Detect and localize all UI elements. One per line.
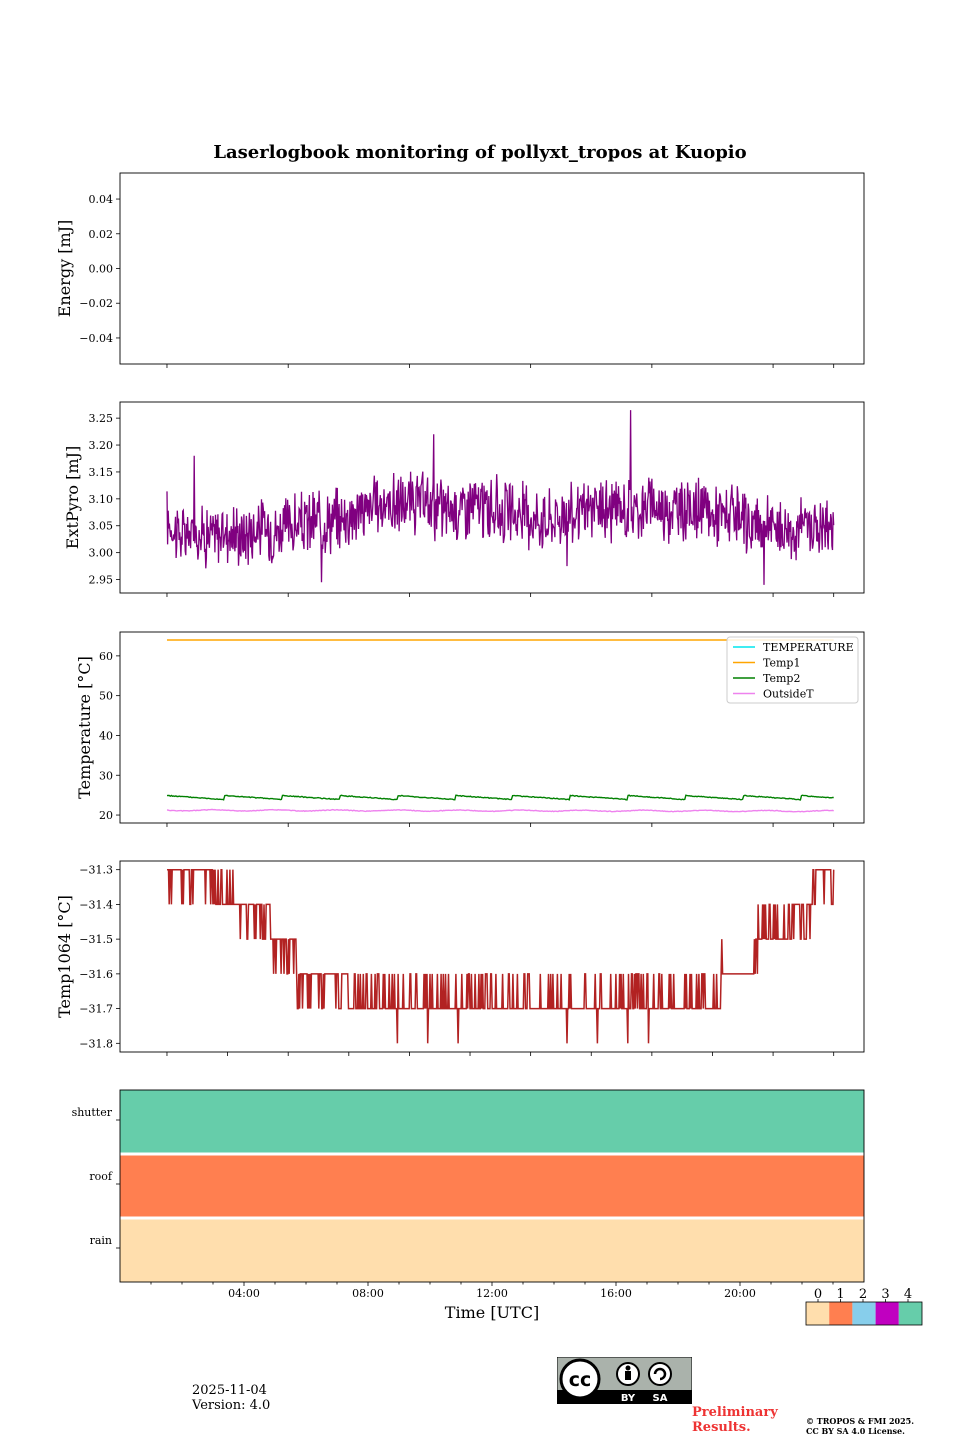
series-extpyro xyxy=(166,410,835,585)
flag-label-roof: roof xyxy=(89,1170,113,1183)
x-tick-label: 12:00 xyxy=(476,1287,508,1300)
preliminary-notice: Preliminary Results. xyxy=(692,1405,778,1435)
date-version-block: 2025-11-04 Version: 4.0 xyxy=(192,1383,270,1413)
preliminary-line-1: Preliminary xyxy=(692,1405,778,1420)
report-date: 2025-11-04 xyxy=(192,1383,267,1398)
legend-entry-2: Temp2 xyxy=(763,672,800,685)
axes-frame-temp1064 xyxy=(119,860,865,1053)
x-axis-label: Time [UTC] xyxy=(445,1303,539,1322)
y-tick-label-temp1064: −31.7 xyxy=(79,1003,113,1016)
copyright-line-1: © TROPOS & FMI 2025. xyxy=(806,1416,915,1426)
y-tick-label-extpyro: 3.00 xyxy=(89,547,114,560)
y-tick-label-temp1064: −31.3 xyxy=(79,864,113,877)
y-tick-label-energy: 0.00 xyxy=(89,263,114,276)
figure-title: Laserlogbook monitoring of pollyxt_tropo… xyxy=(213,142,746,163)
series-outsidet xyxy=(166,808,834,813)
flag-band-rain xyxy=(120,1219,864,1282)
y-tick-label-temperature: 20 xyxy=(99,809,113,822)
colorbar-swatch-3 xyxy=(875,1302,899,1325)
colorbar-swatch-0 xyxy=(806,1302,830,1325)
y-tick-label-temperature: 30 xyxy=(99,769,113,782)
colorbar-tick-label-1: 1 xyxy=(836,1287,844,1302)
legend-box xyxy=(726,636,859,704)
flag-label-shutter: shutter xyxy=(72,1106,113,1119)
y-tick-label-temperature: 60 xyxy=(99,650,113,663)
panel-energy: 0.04 0.02 0.00 −0.02 −0.04 Energy [mJ] xyxy=(55,172,865,368)
y-tick-label-temp1064: −31.4 xyxy=(79,898,113,911)
cc-main-label: cc xyxy=(569,1369,592,1391)
legend-temperature: TEMPERATURE Temp1 Temp2 OutsideT xyxy=(726,636,859,704)
y-tick-label-extpyro: 3.15 xyxy=(89,466,114,479)
panel-temp1064: −31.3 −31.4 −31.5 −31.6 −31.7 −31.8 Temp1064 [… xyxy=(55,860,865,1056)
axes-frame-extpyro xyxy=(119,401,865,594)
cc-sa-label: SA xyxy=(653,1393,668,1404)
x-tick-label: 16:00 xyxy=(600,1287,632,1300)
y-tick-label-energy: 0.04 xyxy=(89,193,114,206)
y-axis-label-temp1064: Temp1064 [°C] xyxy=(55,895,74,1018)
cc-license-badge: cc BY SA xyxy=(557,1357,692,1404)
software-version: Version: 4.0 xyxy=(192,1398,271,1413)
y-tick-label-temperature: 50 xyxy=(99,690,113,703)
y-axis-label-temperature: Temperature [°C] xyxy=(75,656,94,799)
panel-extpyro: 3.25 3.20 3.15 3.10 3.05 3.00 2.95 ExtPyro [mJ] xyxy=(63,401,865,597)
series-temp1064 xyxy=(167,868,835,1044)
y-tick-label-extpyro: 3.25 xyxy=(89,412,114,425)
y-tick-label-energy: −0.02 xyxy=(79,297,113,310)
preliminary-line-2: Results. xyxy=(692,1420,751,1435)
series-temp2 xyxy=(166,794,834,801)
axes-frame-energy xyxy=(119,172,865,365)
y-tick-label-temp1064: −31.6 xyxy=(79,968,113,981)
colorbar-tick-label-0: 0 xyxy=(814,1287,822,1302)
axes-frame-temperature xyxy=(119,631,865,824)
copyright-line-2: CC BY SA 4.0 License. xyxy=(806,1426,905,1436)
copyright-notice: © TROPOS & FMI 2025. CC BY SA 4.0 Licens… xyxy=(806,1416,914,1436)
x-tick-label: 20:00 xyxy=(724,1287,756,1300)
colorbar-tick-label-4: 4 xyxy=(904,1287,912,1302)
colorbar-swatch-1 xyxy=(829,1302,853,1325)
flag-label-rain: rain xyxy=(90,1234,112,1247)
flag-band-roof xyxy=(120,1155,864,1217)
y-tick-label-extpyro: 3.10 xyxy=(89,493,114,506)
y-tick-label-temp1064: −31.5 xyxy=(79,933,113,946)
panel-temperature: 60 50 40 30 20 Temperature [°C] TEMPERATURE Tem… xyxy=(75,631,865,827)
y-tick-label-energy: −0.04 xyxy=(79,332,113,345)
panel-flags: shutter roof rain 04:00 08:00 12:00 16:00 20:00… xyxy=(72,1089,865,1322)
y-tick-label-extpyro: 2.95 xyxy=(89,574,114,587)
legend-entry-0: TEMPERATURE xyxy=(763,641,854,654)
colorbar-frame xyxy=(805,1301,923,1326)
colorbar-tick-label-3: 3 xyxy=(881,1287,889,1302)
y-tick-label-energy: 0.02 xyxy=(89,228,114,241)
y-tick-label-extpyro: 3.05 xyxy=(89,520,114,533)
cc-by-sa-icon: cc BY SA xyxy=(557,1357,692,1404)
colorbar-swatch-2 xyxy=(852,1302,876,1325)
x-tick-label: 04:00 xyxy=(228,1287,260,1300)
legend-entry-1: Temp1 xyxy=(763,657,800,670)
y-tick-label-temperature: 40 xyxy=(99,729,113,742)
y-tick-label-temp1064: −31.8 xyxy=(79,1037,113,1050)
y-axis-label-energy: Energy [mJ] xyxy=(55,220,74,318)
flag-band-shutter xyxy=(120,1090,864,1153)
cc-by-label: BY xyxy=(621,1393,636,1404)
colorbar-swatch-4 xyxy=(898,1302,922,1325)
y-tick-label-extpyro: 3.20 xyxy=(89,439,114,452)
legend-entry-3: OutsideT xyxy=(763,688,814,701)
x-tick-label: 08:00 xyxy=(352,1287,384,1300)
y-axis-label-extpyro: ExtPyro [mJ] xyxy=(63,446,82,549)
colorbar-tick-label-2: 2 xyxy=(859,1287,867,1302)
